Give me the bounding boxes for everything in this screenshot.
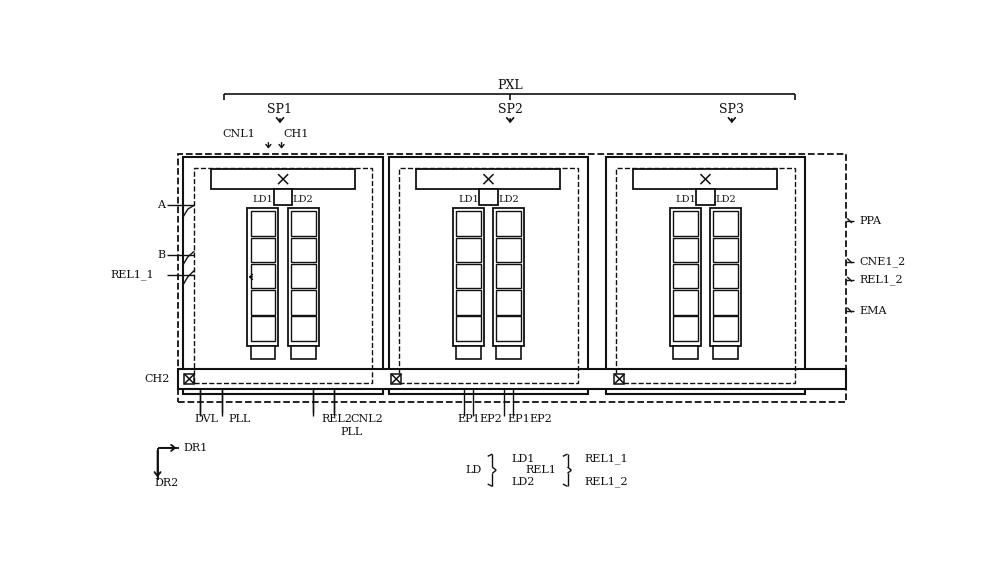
Text: REL1_1: REL1_1 bbox=[111, 269, 154, 280]
Text: PXL: PXL bbox=[497, 79, 523, 92]
Bar bbox=[456, 316, 481, 341]
Bar bbox=[700, 174, 711, 184]
Bar bbox=[211, 169, 355, 189]
Text: CNL1: CNL1 bbox=[222, 129, 255, 139]
Bar bbox=[479, 189, 498, 205]
Bar bbox=[291, 290, 316, 315]
Bar bbox=[673, 290, 698, 315]
Bar bbox=[456, 290, 481, 315]
Text: EP2: EP2 bbox=[529, 413, 552, 423]
Bar bbox=[183, 157, 383, 394]
Text: DR1: DR1 bbox=[184, 443, 208, 453]
Text: EP1: EP1 bbox=[507, 413, 530, 423]
Bar bbox=[391, 374, 401, 384]
Bar bbox=[291, 346, 316, 359]
Text: SP1: SP1 bbox=[268, 102, 292, 116]
Text: LD1: LD1 bbox=[458, 195, 479, 205]
Bar bbox=[251, 238, 275, 262]
Bar bbox=[493, 208, 524, 346]
Bar bbox=[614, 374, 624, 384]
Bar bbox=[713, 316, 738, 341]
Bar bbox=[388, 157, 588, 394]
Text: REL1_2: REL1_2 bbox=[859, 275, 903, 285]
Text: DR2: DR2 bbox=[154, 478, 179, 488]
Bar bbox=[251, 264, 275, 289]
Bar bbox=[496, 316, 521, 341]
Text: A: A bbox=[157, 201, 165, 211]
Bar bbox=[416, 169, 560, 189]
Bar bbox=[178, 369, 846, 389]
Bar bbox=[247, 208, 278, 346]
Text: EMA: EMA bbox=[859, 306, 886, 316]
Bar bbox=[696, 189, 715, 205]
Bar bbox=[399, 168, 578, 383]
Bar bbox=[713, 264, 738, 289]
Bar bbox=[713, 238, 738, 262]
Bar bbox=[178, 153, 846, 402]
Text: EP2: EP2 bbox=[479, 413, 502, 423]
Text: CH2: CH2 bbox=[145, 374, 170, 384]
Text: CH1: CH1 bbox=[283, 129, 308, 139]
Text: REL1_2: REL1_2 bbox=[585, 476, 628, 487]
Bar bbox=[633, 169, 777, 189]
Bar bbox=[673, 346, 698, 359]
Bar bbox=[456, 238, 481, 262]
Text: LD2: LD2 bbox=[293, 195, 314, 205]
Text: LD: LD bbox=[465, 465, 482, 475]
Text: EP1: EP1 bbox=[458, 413, 480, 423]
Bar bbox=[184, 374, 194, 384]
Bar bbox=[456, 264, 481, 289]
Bar bbox=[713, 212, 738, 236]
Bar bbox=[673, 212, 698, 236]
Bar bbox=[616, 168, 795, 383]
Bar bbox=[713, 346, 738, 359]
Text: LD2: LD2 bbox=[715, 195, 736, 205]
Bar bbox=[673, 316, 698, 341]
Bar bbox=[291, 316, 316, 341]
Bar bbox=[288, 208, 319, 346]
Bar bbox=[606, 157, 805, 394]
Text: PPA: PPA bbox=[859, 216, 881, 226]
Text: CNL2: CNL2 bbox=[350, 413, 383, 423]
Bar bbox=[456, 212, 481, 236]
Bar bbox=[251, 290, 275, 315]
Bar bbox=[496, 290, 521, 315]
Text: LD2: LD2 bbox=[511, 477, 534, 487]
Text: SP2: SP2 bbox=[498, 102, 523, 116]
Bar bbox=[291, 264, 316, 289]
Text: REL1_1: REL1_1 bbox=[585, 453, 628, 464]
Text: SP3: SP3 bbox=[719, 102, 744, 116]
Bar bbox=[496, 212, 521, 236]
Text: REL1: REL1 bbox=[526, 465, 557, 475]
Bar bbox=[274, 189, 292, 205]
Bar bbox=[291, 238, 316, 262]
Bar bbox=[456, 346, 481, 359]
Bar bbox=[194, 168, 372, 383]
Text: REL2: REL2 bbox=[321, 413, 352, 423]
Bar bbox=[453, 208, 484, 346]
Bar bbox=[291, 212, 316, 236]
Text: PLL: PLL bbox=[340, 427, 362, 437]
Bar bbox=[710, 208, 741, 346]
Text: LD1: LD1 bbox=[511, 453, 534, 464]
Bar bbox=[251, 212, 275, 236]
Bar bbox=[496, 346, 521, 359]
Text: CNE1_2: CNE1_2 bbox=[859, 256, 905, 267]
Text: DVL: DVL bbox=[194, 413, 218, 423]
Text: LD1: LD1 bbox=[675, 195, 696, 205]
Bar bbox=[483, 174, 494, 184]
Bar bbox=[496, 238, 521, 262]
Bar bbox=[673, 238, 698, 262]
Bar bbox=[673, 264, 698, 289]
Bar bbox=[670, 208, 701, 346]
Text: LD2: LD2 bbox=[498, 195, 519, 205]
Bar bbox=[713, 290, 738, 315]
Text: B: B bbox=[157, 250, 165, 260]
Bar bbox=[251, 316, 275, 341]
Text: PLL: PLL bbox=[229, 413, 251, 423]
Bar bbox=[496, 264, 521, 289]
Bar bbox=[278, 174, 288, 184]
Text: LD1: LD1 bbox=[253, 195, 273, 205]
Bar bbox=[251, 346, 275, 359]
